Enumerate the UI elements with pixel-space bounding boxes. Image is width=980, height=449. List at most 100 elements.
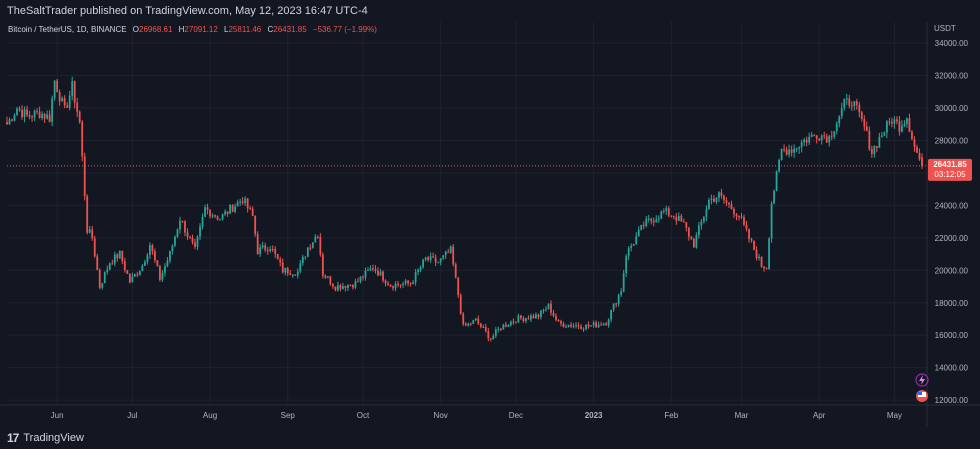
candle-body <box>56 80 59 93</box>
candle-body <box>790 149 793 153</box>
candle-body <box>657 218 660 220</box>
candle <box>143 259 146 266</box>
candle <box>66 102 69 108</box>
candle-body <box>605 323 608 326</box>
x-tick-label: Sep <box>281 411 296 420</box>
candle <box>311 242 314 249</box>
candle <box>111 259 114 265</box>
candle-body <box>918 152 921 160</box>
candle-body <box>58 92 61 102</box>
price-axis[interactable]: 12000.00 14000.00 16000.00 18000.00 20000.00… <box>935 39 969 405</box>
candle <box>321 252 324 279</box>
candle-body <box>484 326 487 332</box>
candle-body <box>447 251 450 253</box>
candle-body <box>687 227 690 237</box>
candle <box>349 284 352 287</box>
candle-body <box>81 122 84 157</box>
chart-area[interactable]: 12000.00 14000.00 16000.00 18000.00 20000.00… <box>0 22 980 427</box>
candle <box>790 145 793 157</box>
candle <box>58 89 61 106</box>
candle <box>848 94 851 109</box>
time-axis[interactable]: Jun Jul Aug Sep Oct Nov Dec 2023 Feb Mar Apr May <box>51 411 902 420</box>
candle-body <box>143 261 146 266</box>
x-tick-label: Jul <box>127 411 137 420</box>
candle-body <box>655 219 658 223</box>
candle <box>921 153 923 169</box>
candle-body <box>522 318 525 322</box>
candle-body <box>444 251 447 256</box>
candle-body <box>680 216 683 222</box>
candle <box>677 212 680 222</box>
candle-body <box>702 216 705 222</box>
candle <box>131 272 134 283</box>
footer-brand[interactable]: TradingView <box>23 432 84 444</box>
lightning-icon[interactable] <box>915 373 929 387</box>
candle <box>810 131 813 138</box>
candle-body <box>477 318 480 324</box>
candle <box>397 280 399 288</box>
candle <box>244 196 247 206</box>
candle <box>301 254 304 266</box>
candle-body <box>326 276 329 278</box>
candlestick-chart[interactable]: 12000.00 14000.00 16000.00 18000.00 20000.00… <box>0 22 980 427</box>
candle <box>617 293 620 307</box>
candle-body <box>43 114 46 119</box>
candle-body <box>189 236 191 238</box>
candle-body <box>269 248 272 252</box>
candle-body <box>600 324 603 326</box>
candle <box>843 98 846 111</box>
candle <box>276 253 279 260</box>
candle <box>477 315 480 326</box>
candle-body <box>8 119 11 125</box>
candle <box>695 232 698 249</box>
candle <box>748 228 750 243</box>
candle-body <box>314 236 317 243</box>
candle <box>775 170 778 192</box>
candle <box>585 324 587 331</box>
candle <box>650 217 653 225</box>
candle <box>357 277 359 283</box>
candle-body <box>708 199 710 210</box>
candle-body <box>319 236 322 255</box>
candle-body <box>825 136 828 143</box>
candle-body <box>384 280 387 284</box>
candle <box>627 246 630 261</box>
candle-body <box>329 276 332 285</box>
candle-body <box>414 271 417 283</box>
candle-body <box>560 321 562 324</box>
candle-body <box>755 249 758 259</box>
candle <box>780 148 783 161</box>
candle-body <box>494 329 497 336</box>
countdown-label: 03:12:05 <box>934 170 966 179</box>
candle <box>161 269 164 283</box>
candle <box>234 203 237 214</box>
candle <box>13 113 16 122</box>
candle <box>464 322 467 327</box>
candle-body <box>296 271 299 276</box>
candle-body <box>357 281 359 283</box>
candle-body <box>502 324 505 330</box>
candle-body <box>131 276 134 283</box>
candle-body <box>530 315 532 320</box>
candle <box>552 309 555 318</box>
candle-body <box>908 118 911 132</box>
candle-body <box>527 318 530 320</box>
candle-body <box>422 259 425 268</box>
high-label: H <box>179 25 185 34</box>
candle <box>527 315 530 320</box>
candle <box>221 213 224 221</box>
candle <box>662 208 665 214</box>
candle <box>41 111 43 121</box>
candle-body <box>309 247 312 249</box>
candle <box>547 303 550 310</box>
candle-body <box>783 148 786 150</box>
candle <box>492 333 495 340</box>
candle <box>8 117 11 125</box>
candle <box>820 134 823 145</box>
tradingview-logo-icon[interactable]: 17 <box>7 431 19 445</box>
candle-body <box>66 105 69 108</box>
candle-body <box>442 255 445 259</box>
candle <box>362 275 364 281</box>
candle-body <box>11 119 13 121</box>
flag-icon[interactable] <box>916 390 928 402</box>
